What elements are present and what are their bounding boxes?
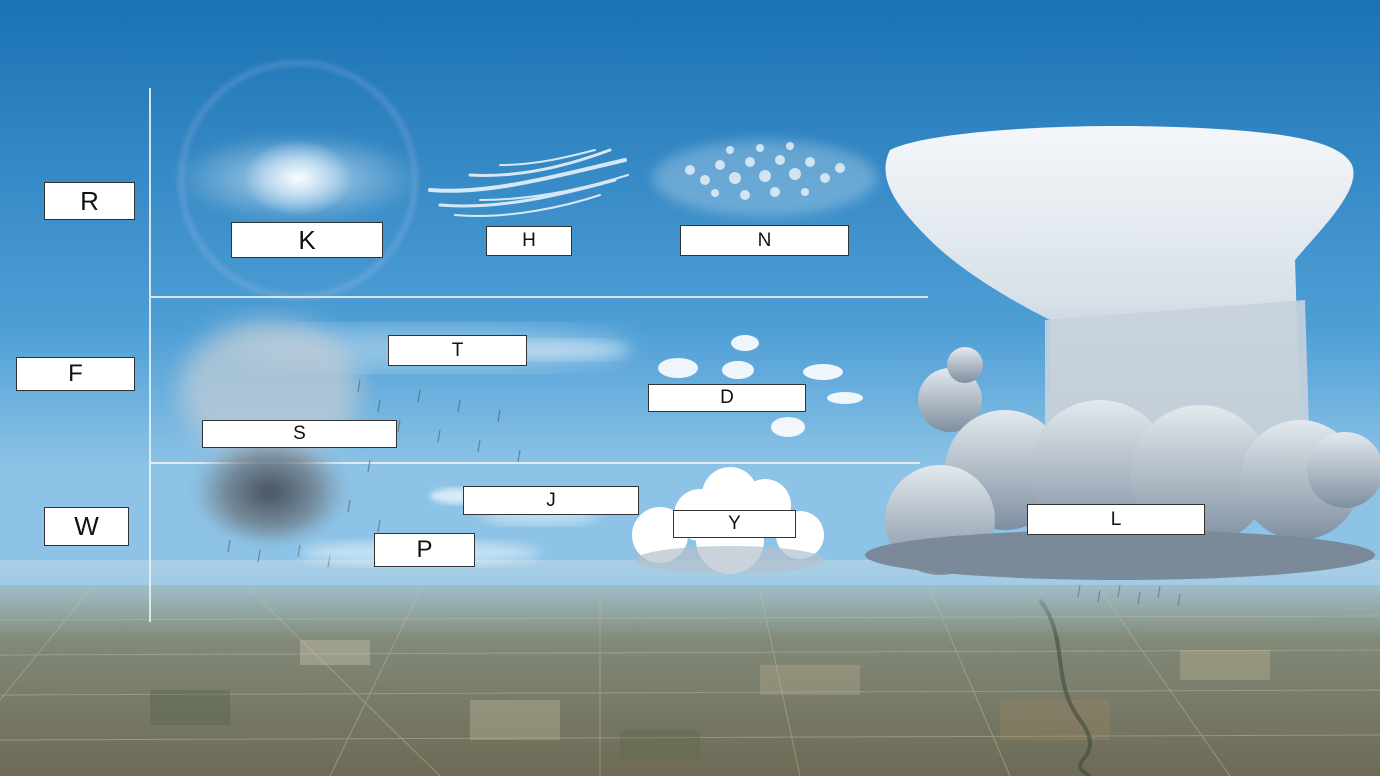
cloud-label-low-base: P <box>374 533 475 567</box>
cloud-label-low-layer: J <box>463 486 639 515</box>
cloud-label-puffs: D <box>648 384 806 412</box>
cloud-label-layer: T <box>388 335 527 366</box>
cloud-label-rain: S <box>202 420 397 448</box>
cloud-label-wisps: H <box>486 226 572 256</box>
level-label-middle: F <box>16 357 135 391</box>
cloud-label-ripples: N <box>680 225 849 256</box>
level-label-low: W <box>44 507 129 546</box>
level-label-high: R <box>44 182 135 220</box>
cloud-label-cumulus: Y <box>673 510 796 538</box>
rippled-cloud <box>653 140 877 216</box>
wispy-cloud <box>428 148 629 217</box>
cloud-label-halo: K <box>231 222 383 258</box>
halo-cloud <box>173 61 423 299</box>
puff-clouds <box>658 335 863 437</box>
cloud-label-thunderhead: L <box>1027 504 1205 535</box>
farmland <box>0 560 1380 776</box>
